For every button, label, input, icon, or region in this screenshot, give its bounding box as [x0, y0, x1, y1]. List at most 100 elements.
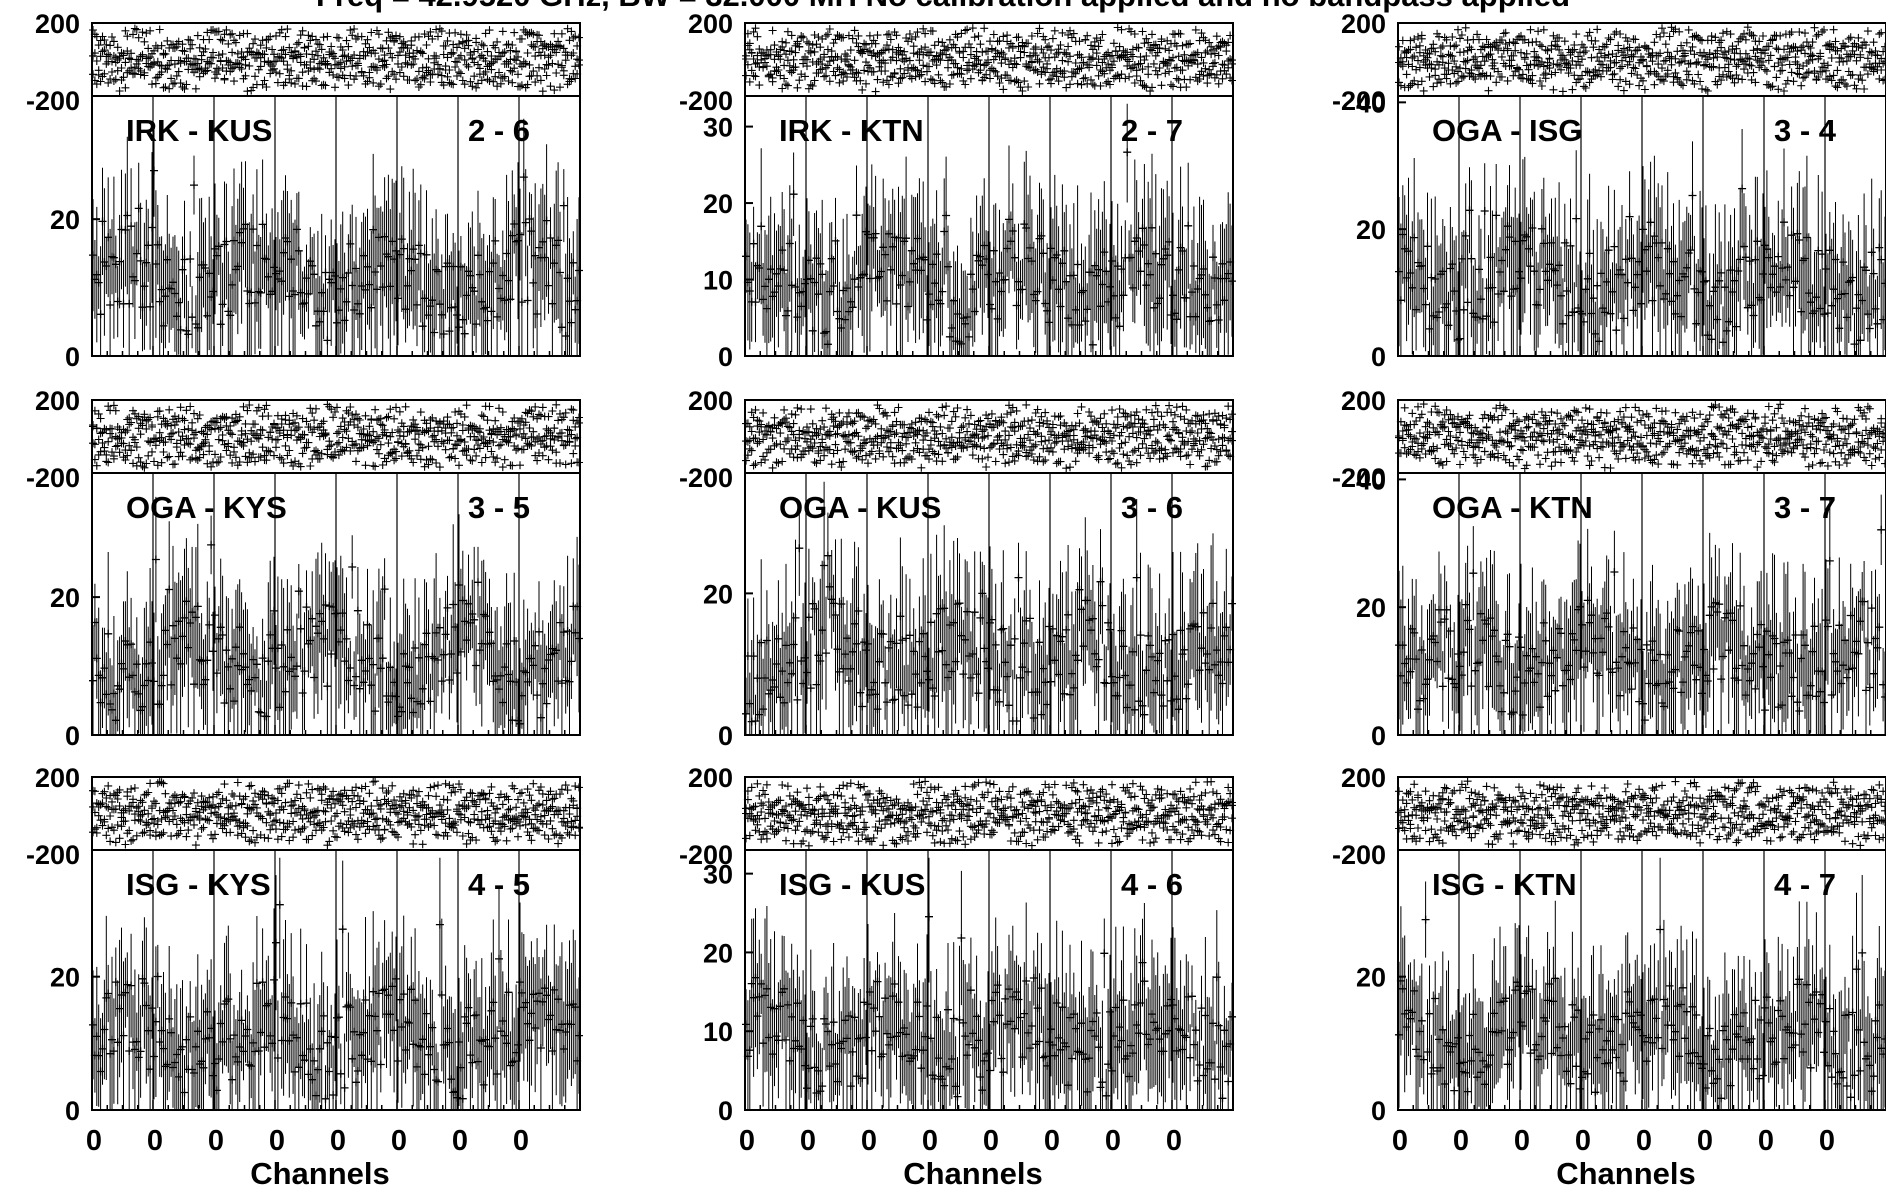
phase-series — [89, 777, 583, 850]
x-tick-label: 0 — [1453, 1125, 1469, 1157]
phase-points — [89, 24, 583, 96]
baseline-label: ISG - KTN — [1432, 867, 1577, 902]
phase-tick-label: 200 — [688, 763, 733, 793]
x-tick-label: 0 — [269, 1125, 285, 1157]
phase-series — [89, 400, 583, 472]
amplitude-tick-label: 0 — [1371, 342, 1386, 372]
phase-tick-label: -200 — [679, 840, 733, 870]
x-tick-label: 0 — [739, 1125, 755, 1157]
phase-series — [1395, 400, 1886, 473]
x-axis-label: Channels — [250, 1156, 390, 1191]
phase-tick-label: 200 — [35, 763, 80, 793]
phase-points — [1395, 400, 1886, 473]
phase-points — [1395, 777, 1886, 850]
baseline-label: OGA - KUS — [779, 490, 941, 525]
x-tick-label: 0 — [800, 1125, 816, 1157]
x-tick-label: 0 — [1636, 1125, 1652, 1157]
antenna-pair-label: 4 - 6 — [1121, 867, 1183, 902]
antenna-pair-label: 3 - 6 — [1121, 490, 1183, 525]
phase-points — [742, 777, 1236, 850]
baseline-label: ISG - KUS — [779, 867, 925, 902]
x-tick-label: 0 — [1514, 1125, 1530, 1157]
baseline-label: IRK - KUS — [126, 113, 272, 148]
phase-points — [742, 400, 1236, 473]
phase-tick-label: -200 — [1332, 463, 1386, 493]
phase-series — [742, 777, 1236, 850]
amplitude-tick-label: 20 — [50, 583, 80, 613]
amplitude-tick-label: 0 — [65, 721, 80, 751]
antenna-pair-label: 4 - 7 — [1774, 867, 1836, 902]
antenna-pair-label: 2 - 7 — [1121, 113, 1183, 148]
x-axis-label: Channels — [903, 1156, 1043, 1191]
phase-points — [742, 23, 1236, 96]
amplitude-tick-label: 0 — [718, 1096, 733, 1126]
x-tick-label: 0 — [1758, 1125, 1774, 1157]
phase-tick-label: -200 — [26, 86, 80, 116]
x-tick-label: 0 — [147, 1125, 163, 1157]
antenna-pair-label: 3 - 5 — [468, 490, 530, 525]
x-tick-label: 0 — [452, 1125, 468, 1157]
x-tick-label: 0 — [1697, 1125, 1713, 1157]
x-tick-label: 0 — [391, 1125, 407, 1157]
baseline-label: IRK - KTN — [779, 113, 924, 148]
phase-tick-label: 200 — [1341, 763, 1386, 793]
amplitude-tick-label: 20 — [703, 189, 733, 219]
amplitude-tick-label: 10 — [703, 1017, 733, 1047]
phase-tick-label: 200 — [35, 386, 80, 416]
amplitude-tick-label: 20 — [703, 938, 733, 968]
amplitude-tick-label: 0 — [718, 721, 733, 751]
x-tick-label: 0 — [1392, 1125, 1408, 1157]
amplitude-tick-label: 30 — [703, 860, 733, 890]
antenna-pair-label: 3 - 4 — [1774, 113, 1837, 148]
amplitude-tick-label: 0 — [1371, 721, 1386, 751]
phase-tick-label: -200 — [1332, 840, 1386, 870]
phase-tick-label: -200 — [679, 86, 733, 116]
amplitude-tick-label: 20 — [1356, 215, 1386, 245]
antenna-pair-label: 2 - 6 — [468, 113, 530, 148]
amplitude-tick-label: 20 — [1356, 593, 1386, 623]
x-axis-label: Channels — [1556, 1156, 1696, 1191]
phase-tick-label: 200 — [1341, 386, 1386, 416]
phase-series — [1395, 23, 1886, 96]
figure-title: Freq = 42.9520 GHz, BW = 32.000 MH No ca… — [316, 0, 1570, 13]
phase-series — [89, 24, 583, 96]
phase-tick-label: -200 — [26, 463, 80, 493]
baseline-label: OGA - ISG — [1432, 113, 1582, 148]
x-tick-label: 0 — [1575, 1125, 1591, 1157]
x-tick-label: 0 — [330, 1125, 346, 1157]
amplitude-tick-label: 0 — [65, 1096, 80, 1126]
phase-tick-label: -200 — [1332, 86, 1386, 116]
antenna-pair-label: 3 - 7 — [1774, 490, 1836, 525]
x-tick-label: 0 — [208, 1125, 224, 1157]
amplitude-tick-label: 0 — [65, 342, 80, 372]
amplitude-tick-label: 0 — [1371, 1096, 1386, 1126]
phase-tick-label: 200 — [688, 386, 733, 416]
amplitude-tick-label: 10 — [703, 266, 733, 296]
phase-tick-label: -200 — [26, 840, 80, 870]
x-tick-label: 0 — [1819, 1125, 1835, 1157]
x-tick-label: 0 — [86, 1125, 102, 1157]
x-tick-label: 0 — [1105, 1125, 1121, 1157]
phase-points — [1395, 23, 1886, 96]
phase-series — [742, 23, 1236, 96]
amplitude-tick-label: 0 — [718, 342, 733, 372]
amplitude-tick-label: 20 — [703, 579, 733, 609]
x-tick-label: 0 — [1166, 1125, 1182, 1157]
x-tick-label: 0 — [513, 1125, 529, 1157]
x-tick-label: 0 — [1044, 1125, 1060, 1157]
phase-tick-label: 200 — [688, 9, 733, 39]
antenna-pair-label: 4 - 5 — [468, 867, 530, 902]
amplitude-tick-label: 20 — [50, 963, 80, 993]
phase-points — [89, 777, 583, 850]
amplitude-tick-label: 30 — [703, 113, 733, 143]
